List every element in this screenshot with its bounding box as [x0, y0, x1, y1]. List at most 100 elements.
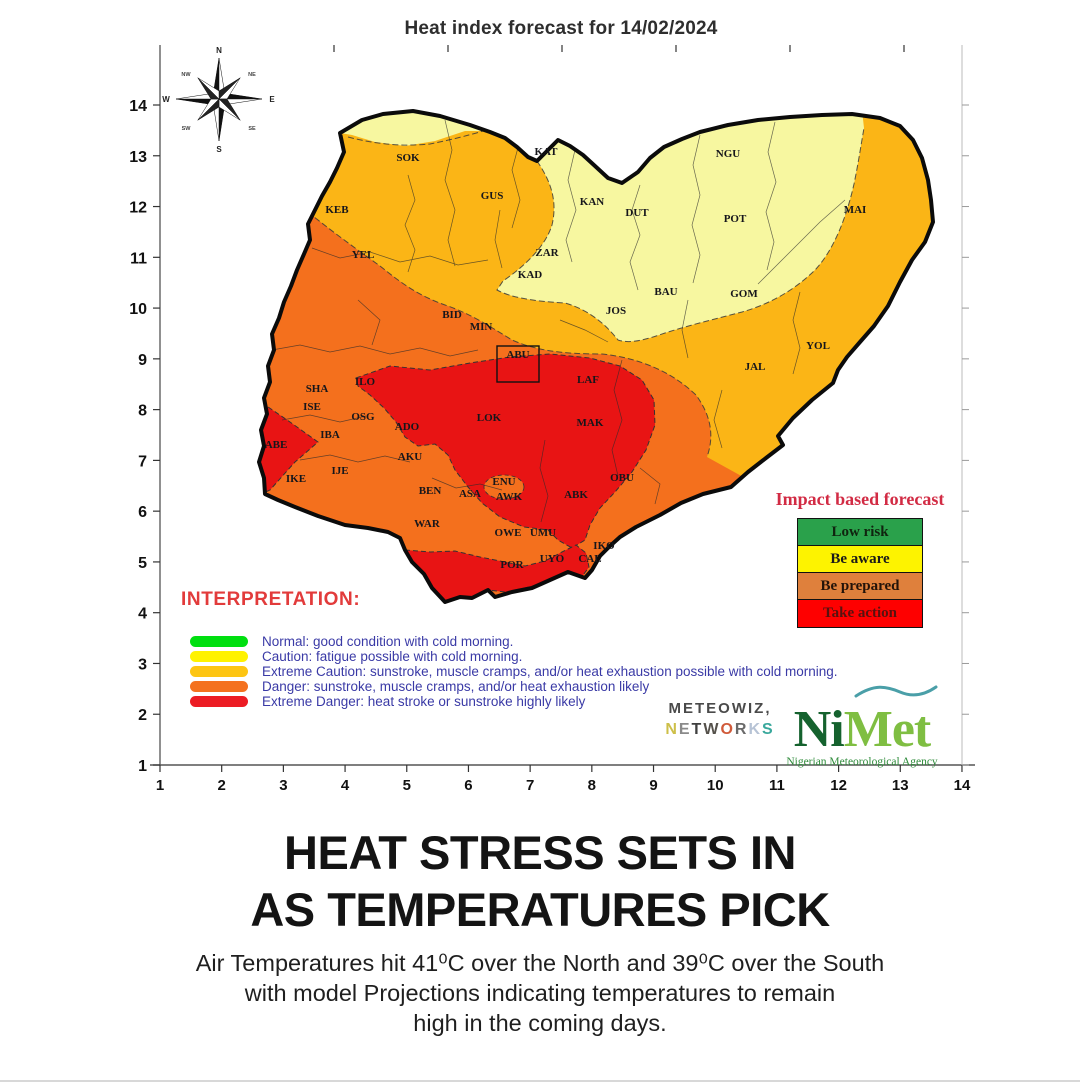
region-label-awk: AWK — [496, 491, 523, 503]
x-tick-label: 14 — [954, 777, 971, 794]
compass-label-w: W — [162, 95, 170, 104]
region-label-enu: ENU — [492, 476, 515, 488]
interpretation-row: Extreme Caution: sunstroke, muscle cramp… — [190, 664, 838, 679]
networks-letter: T — [691, 721, 704, 738]
legend-color-swatch — [190, 666, 248, 677]
legend-text: Extreme Danger: heat stroke or sunstroke… — [262, 694, 586, 709]
subheadline-line2: with model Projections indicating temper… — [244, 980, 836, 1006]
y-tick-label: 6 — [138, 504, 147, 521]
region-labels: SOK KAT NGU GUS KAN DUT POT MAI KEB YEL ZAR KAD BAU G… — [265, 146, 867, 571]
region-label-yel: YEL — [352, 249, 375, 261]
interpretation-row: Normal: good condition with cold morning… — [190, 634, 838, 649]
x-tick-label: 12 — [830, 777, 847, 794]
compass-labels: N NE E SE S SW W NW — [162, 46, 275, 154]
impact-row-low-risk: Low risk — [798, 519, 922, 546]
meteowiz-line2: NETWORKS — [655, 721, 785, 739]
region-label-lok: LOK — [477, 412, 502, 424]
interpretation-row: Danger: sunstroke, muscle cramps, and/or… — [190, 679, 838, 694]
y-tick-label: 12 — [129, 200, 147, 217]
region-label-sok: SOK — [396, 152, 420, 164]
nimet-wordmark: NiMet — [786, 702, 938, 758]
y-tick-label: 13 — [129, 149, 147, 166]
legend-text: Danger: sunstroke, muscle cramps, and/or… — [262, 679, 650, 694]
y-tick-label: 10 — [129, 301, 147, 318]
nimet-met: Met — [843, 701, 931, 758]
region-label-ilo: ILO — [355, 376, 376, 388]
fct-abuja-outline — [496, 345, 540, 383]
headline-line1: HEAT STRESS SETS IN — [284, 826, 796, 879]
region-label-umu: UMU — [530, 527, 556, 539]
region-label-owe: OWE — [495, 527, 522, 539]
headline-line2: AS TEMPERATURES PICK — [250, 883, 830, 936]
y-tick-label: 3 — [138, 656, 147, 673]
x-tick-label: 8 — [588, 777, 596, 794]
impact-row-take-action: Take action — [798, 600, 922, 627]
nigeria-outline — [257, 109, 935, 604]
region-label-abk: ABK — [564, 489, 588, 501]
y-tick-label: 11 — [130, 250, 147, 267]
x-tick-label: 4 — [341, 777, 350, 794]
networks-letter: S — [762, 721, 775, 738]
compass-label-e: E — [269, 95, 275, 104]
region-label-ije: IJE — [331, 465, 348, 477]
interpretation-heading: INTERPRETATION: — [181, 589, 361, 610]
region-label-keb: KEB — [325, 204, 349, 216]
interpretation-legend: Normal: good condition with cold morning… — [190, 634, 838, 709]
x-tick-label: 1 — [156, 777, 164, 794]
networks-letter: K — [748, 721, 763, 738]
x-tick-label: 9 — [649, 777, 657, 794]
networks-letter: N — [665, 721, 679, 738]
x-tick-label: 13 — [892, 777, 909, 794]
y-tick-label: 4 — [138, 606, 147, 623]
interpretation-row: Extreme Danger: heat stroke or sunstroke… — [190, 694, 838, 709]
compass-label-ne: NE — [248, 72, 256, 78]
compass-label-nw: NW — [181, 72, 191, 78]
region-label-kan: KAN — [580, 196, 605, 208]
region-label-bid: BID — [442, 309, 462, 321]
region-label-cal: CAL — [578, 553, 601, 565]
x-tick-label: 3 — [279, 777, 287, 794]
region-label-dut: DUT — [625, 207, 649, 219]
nimet-ni: Ni — [793, 701, 845, 758]
figure-title: Heat index forecast for 14/02/2024 — [404, 18, 718, 39]
region-label-yol: YOL — [806, 340, 830, 352]
networks-letter: E — [678, 721, 692, 738]
legend-color-swatch — [190, 636, 248, 647]
zone-boundaries — [307, 127, 865, 458]
x-tick-label: 7 — [526, 777, 534, 794]
y-tick-label: 5 — [138, 555, 147, 572]
subheadline-line3: high in the coming days. — [413, 1010, 667, 1036]
region-label-kat: KAT — [534, 146, 558, 158]
zone-extreme-danger-central — [355, 353, 656, 549]
region-label-ike: IKE — [286, 473, 306, 485]
region-label-uyo: UYO — [540, 553, 565, 565]
networks-letter: R — [734, 721, 749, 738]
region-label-aku: AKU — [398, 451, 423, 463]
x-tick-label: 11 — [769, 777, 785, 794]
impact-forecast-title: Impact based forecast — [775, 489, 945, 509]
region-label-iko: IKO — [593, 540, 615, 552]
interpretation-row: Caution: fatigue possible with cold morn… — [190, 649, 838, 664]
state-boundaries — [271, 119, 846, 523]
y-tick-label: 1 — [138, 758, 147, 775]
impact-row-be-prepared: Be prepared — [798, 573, 922, 600]
nimet-wave-icon — [854, 685, 938, 698]
region-label-abu: ABU — [506, 349, 529, 361]
compass-label-s: S — [216, 145, 222, 154]
y-tick-label: 2 — [138, 707, 147, 724]
legend-color-swatch — [190, 696, 248, 707]
subheadline: Air Temperatures hit 41⁰C over the North… — [0, 948, 1080, 1038]
x-tick-label: 6 — [464, 777, 472, 794]
x-tick-label: 2 — [218, 777, 226, 794]
compass-rose-icon — [175, 57, 263, 142]
region-label-jos: JOS — [606, 305, 626, 317]
region-label-ben: BEN — [419, 485, 442, 497]
region-label-war: WAR — [414, 518, 441, 530]
meteowiz-credit: METEOWIZ, NETWORKS — [655, 700, 785, 739]
nimet-caption: Nigerian Meteorological Agency — [786, 756, 938, 768]
region-label-pot: POT — [724, 213, 747, 225]
region-label-kad: KAD — [518, 269, 543, 281]
